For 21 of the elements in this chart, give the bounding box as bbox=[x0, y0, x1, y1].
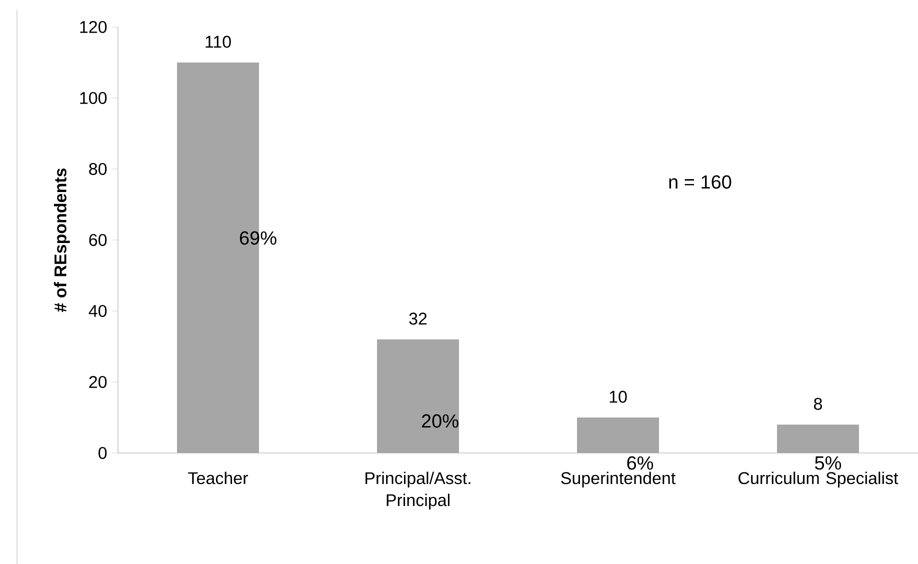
y-tick-label: 20 bbox=[89, 376, 107, 388]
y-tick-label: 40 bbox=[88, 304, 107, 318]
text: 6% bbox=[627, 456, 654, 470]
x-tick-label: Curriculum Specialist bbox=[738, 472, 898, 488]
y-tick-label: 80 bbox=[89, 162, 107, 176]
data-label: 110 bbox=[206, 36, 231, 48]
y-tick-label: 0 bbox=[98, 446, 107, 460]
x-tick-label: Teacher bbox=[188, 472, 248, 484]
data-label: 8 bbox=[814, 398, 822, 410]
y-tick-label: 60 bbox=[89, 234, 107, 246]
text: 5% bbox=[815, 456, 842, 470]
data-label: 32 bbox=[409, 312, 427, 325]
data-label: 10 bbox=[610, 390, 627, 403]
x-tick-label: Principal/Asst. Principal bbox=[366, 472, 470, 510]
annotation: 69% bbox=[240, 231, 276, 245]
y-axis-title: # of REspondents bbox=[54, 168, 70, 312]
y-tick-label: 120 bbox=[80, 20, 107, 34]
y-tick-label: 100 bbox=[80, 92, 107, 104]
annotation: 20% bbox=[422, 414, 458, 428]
annotation: n = 160 bbox=[669, 175, 732, 189]
x-tick-label: Superintendent bbox=[561, 472, 676, 488]
